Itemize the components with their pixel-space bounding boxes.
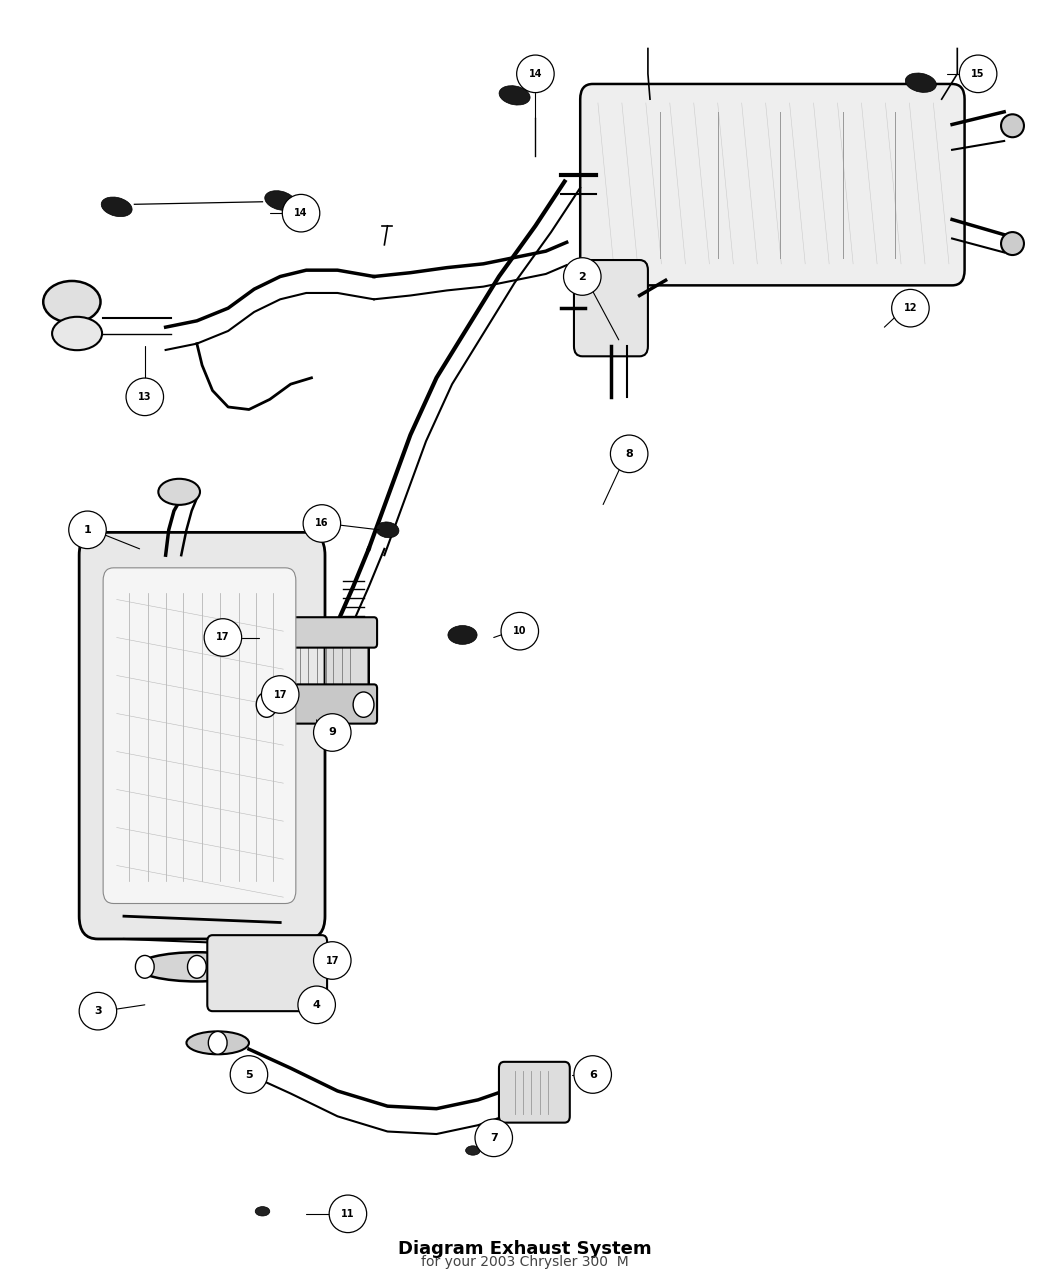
- FancyBboxPatch shape: [256, 617, 377, 648]
- Text: 13: 13: [138, 391, 151, 402]
- Ellipse shape: [517, 55, 554, 93]
- Ellipse shape: [303, 505, 340, 542]
- Ellipse shape: [265, 191, 296, 210]
- Circle shape: [208, 1031, 227, 1054]
- Ellipse shape: [126, 379, 164, 416]
- Ellipse shape: [610, 435, 648, 473]
- Ellipse shape: [79, 992, 117, 1030]
- Text: 4: 4: [313, 1000, 320, 1010]
- Text: 15: 15: [971, 69, 985, 79]
- Text: 14: 14: [294, 208, 308, 218]
- FancyBboxPatch shape: [103, 567, 296, 904]
- Text: 16: 16: [315, 519, 329, 529]
- Ellipse shape: [187, 1031, 249, 1054]
- Ellipse shape: [499, 85, 530, 105]
- FancyBboxPatch shape: [499, 1062, 570, 1122]
- Ellipse shape: [43, 280, 101, 323]
- Ellipse shape: [255, 1206, 270, 1216]
- Ellipse shape: [159, 479, 200, 505]
- Text: 6: 6: [589, 1070, 596, 1080]
- Ellipse shape: [68, 511, 106, 548]
- Ellipse shape: [905, 73, 937, 92]
- Text: 3: 3: [94, 1006, 102, 1016]
- Text: 10: 10: [513, 626, 526, 636]
- Ellipse shape: [220, 955, 236, 965]
- Ellipse shape: [465, 1146, 480, 1155]
- FancyBboxPatch shape: [574, 260, 648, 356]
- Ellipse shape: [136, 952, 257, 982]
- Circle shape: [256, 692, 277, 718]
- Ellipse shape: [101, 198, 132, 217]
- Circle shape: [188, 955, 206, 978]
- Text: 8: 8: [626, 449, 633, 459]
- Ellipse shape: [574, 1056, 611, 1093]
- FancyBboxPatch shape: [79, 533, 326, 938]
- Text: 2: 2: [579, 272, 586, 282]
- Ellipse shape: [261, 676, 299, 713]
- Ellipse shape: [501, 612, 539, 650]
- FancyBboxPatch shape: [265, 625, 369, 695]
- Ellipse shape: [448, 626, 477, 644]
- FancyBboxPatch shape: [207, 935, 328, 1011]
- FancyBboxPatch shape: [581, 84, 965, 286]
- Ellipse shape: [300, 955, 316, 965]
- Ellipse shape: [314, 942, 351, 979]
- Text: 17: 17: [273, 690, 287, 700]
- Text: 5: 5: [245, 1070, 253, 1080]
- Ellipse shape: [475, 1119, 512, 1156]
- Ellipse shape: [1001, 115, 1024, 138]
- Text: 7: 7: [490, 1132, 498, 1142]
- FancyBboxPatch shape: [246, 685, 377, 724]
- Text: 14: 14: [528, 69, 542, 79]
- Text: for your 2003 Chrysler 300  M: for your 2003 Chrysler 300 M: [421, 1255, 629, 1269]
- Ellipse shape: [376, 521, 399, 538]
- Ellipse shape: [564, 258, 601, 296]
- Text: 12: 12: [904, 303, 917, 314]
- Text: 1: 1: [84, 525, 91, 534]
- Text: Diagram Exhaust System: Diagram Exhaust System: [398, 1241, 652, 1258]
- Text: 11: 11: [341, 1209, 355, 1219]
- Ellipse shape: [891, 289, 929, 326]
- Text: 17: 17: [326, 955, 339, 965]
- Circle shape: [239, 955, 258, 978]
- Ellipse shape: [282, 194, 320, 232]
- Ellipse shape: [298, 986, 335, 1024]
- Ellipse shape: [314, 714, 351, 751]
- Text: 17: 17: [216, 632, 230, 643]
- Text: 9: 9: [329, 728, 336, 737]
- Ellipse shape: [52, 316, 102, 351]
- Ellipse shape: [329, 1195, 366, 1233]
- Ellipse shape: [230, 1056, 268, 1093]
- Circle shape: [135, 955, 154, 978]
- Circle shape: [353, 692, 374, 718]
- Ellipse shape: [960, 55, 996, 93]
- Ellipse shape: [204, 618, 242, 657]
- Ellipse shape: [1001, 232, 1024, 255]
